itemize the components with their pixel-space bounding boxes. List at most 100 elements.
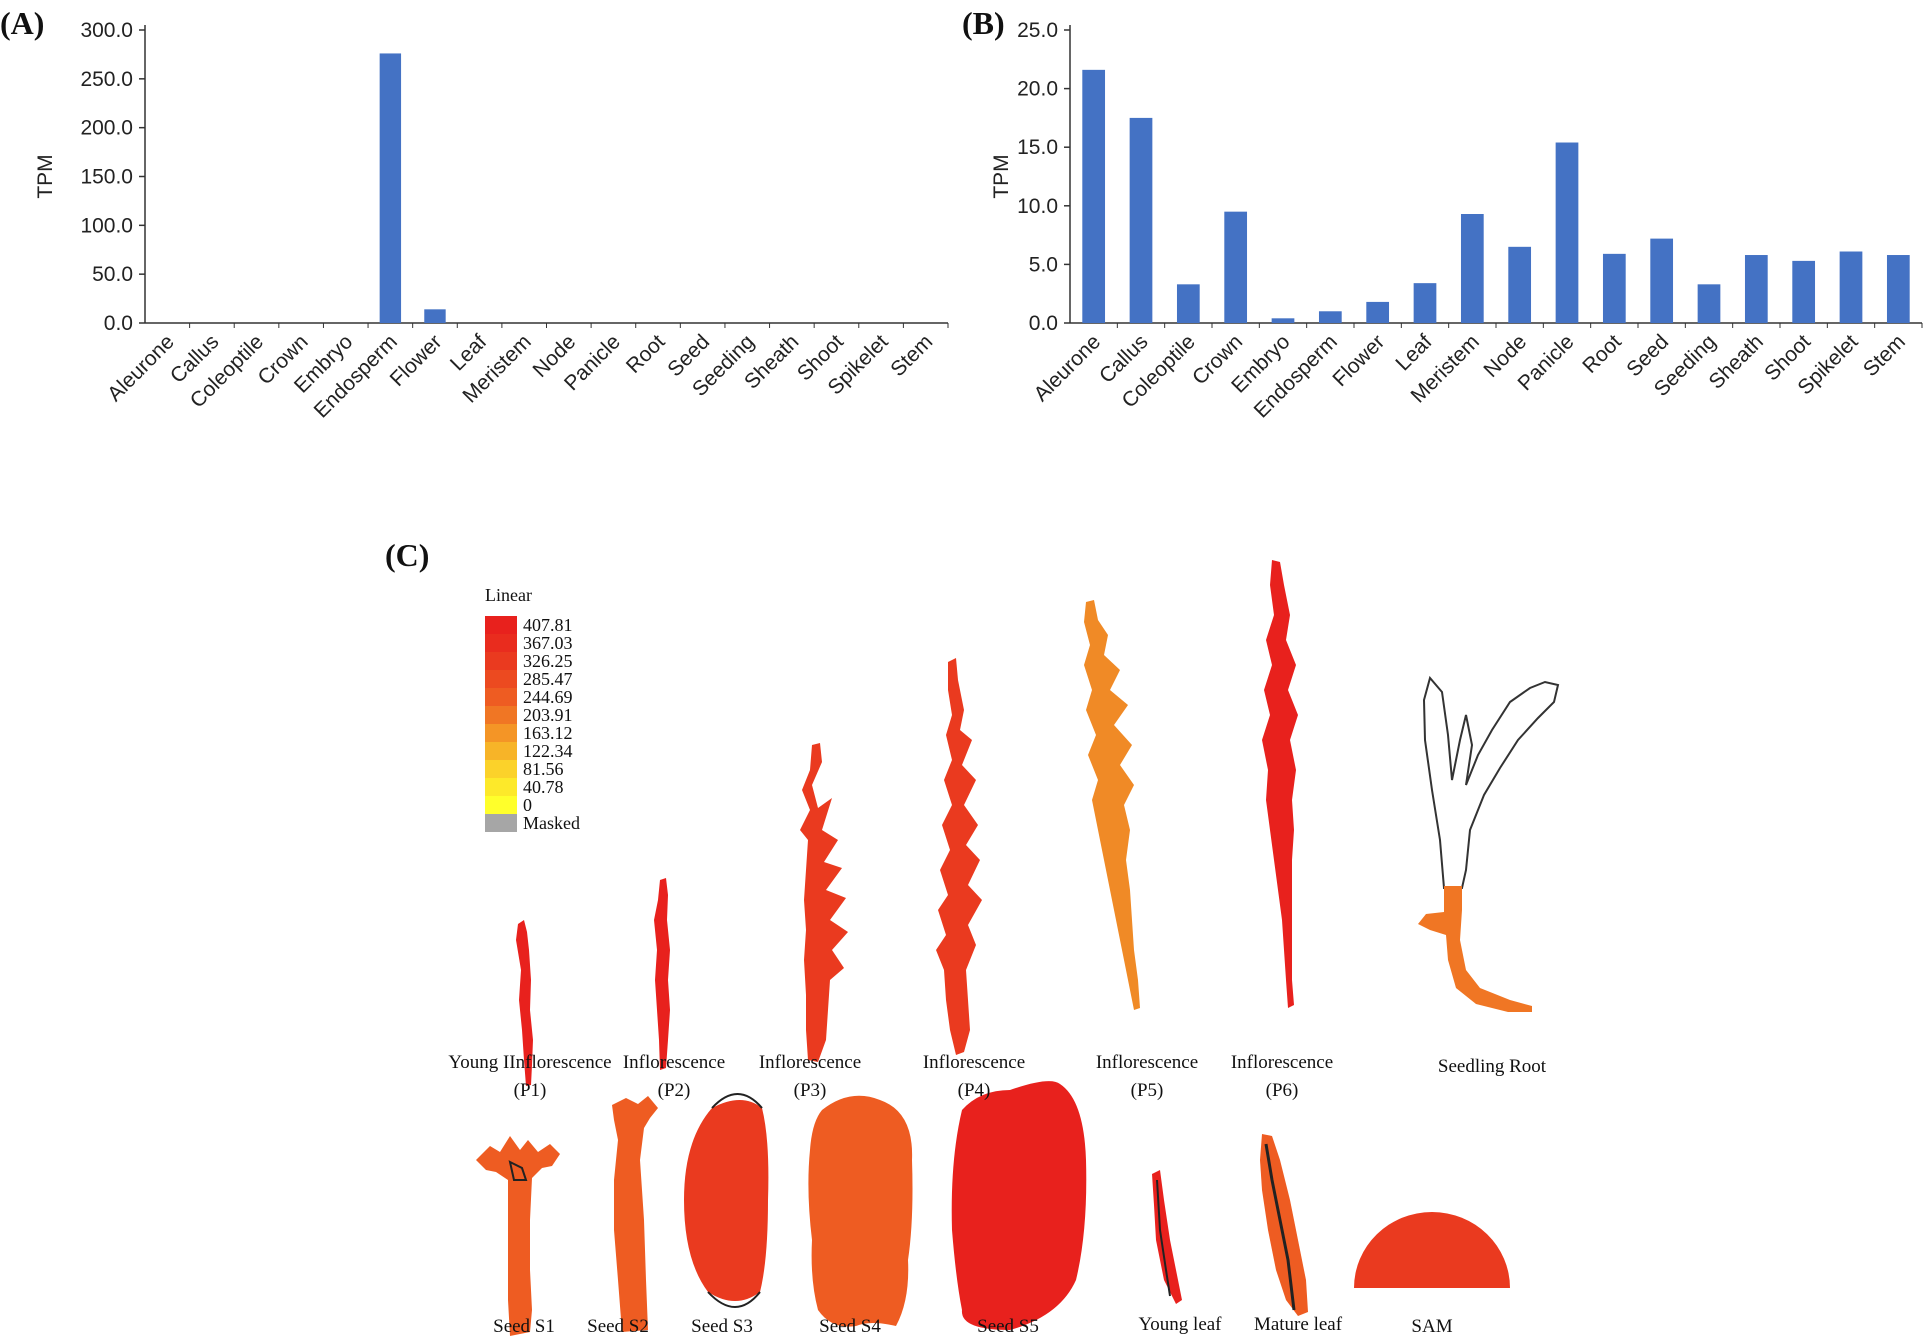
- bar-panicle: [1555, 142, 1579, 323]
- y-tick-label: 250.0: [80, 68, 133, 91]
- organ-inflorescence-p2: [654, 878, 670, 1070]
- label-p1-stage: (P1): [514, 1080, 547, 1101]
- label-p6-stage: (P6): [1266, 1080, 1299, 1101]
- label-p2-name: Inflorescence: [623, 1052, 725, 1073]
- y-tick-label: 15.0: [1017, 136, 1058, 159]
- legend-label: Masked: [523, 813, 580, 833]
- organ-inflorescence-p4: [936, 658, 982, 1055]
- label-seed-s1: Seed S1: [493, 1316, 555, 1337]
- seed-s3-outline-top: [711, 1093, 763, 1109]
- organ-inflorescence-p5: [1084, 600, 1140, 1010]
- y-tick-label: 10.0: [1017, 195, 1058, 218]
- legend-swatch: [485, 814, 517, 832]
- chart-a: (A) 300.0 250.0 200.0 150.0 100.0 50.0 0.0 TPM A…: [0, 5, 949, 420]
- bar-seeding: [1697, 284, 1721, 323]
- bar-shoot: [1792, 260, 1816, 323]
- label-p6-name: Inflorescence: [1231, 1052, 1333, 1073]
- legend-swatch: [485, 796, 517, 814]
- legend-swatch: [485, 616, 517, 634]
- label-seed-s3: Seed S3: [691, 1316, 753, 1337]
- legend-label: 122.34: [523, 741, 573, 761]
- color-scale-legend: Linear 407.81367.03326.25285.47244.69203…: [485, 585, 580, 833]
- bar-leaf: [1413, 283, 1437, 323]
- seed-s4-shape: [808, 1095, 913, 1327]
- x-tick-label-stem: Stem: [1859, 330, 1910, 381]
- y-tick-label: 25.0: [1017, 19, 1058, 42]
- label-p1-name: Young IInflorescence: [448, 1052, 611, 1073]
- inflorescence-p4-shape: [936, 658, 982, 1055]
- bar-embryo: [1271, 318, 1295, 323]
- legend-label: 407.81: [523, 615, 573, 635]
- organ-seed-s5: [951, 1081, 1087, 1330]
- organ-inflorescence-p1: [516, 920, 533, 1086]
- bar-stem: [1886, 255, 1910, 323]
- organ-seed-s2: [612, 1096, 658, 1332]
- seedling-root-shape: [1418, 886, 1532, 1012]
- legend-swatch: [485, 778, 517, 796]
- seed-s3-outline-bottom: [707, 1291, 761, 1308]
- legend-swatch: [485, 760, 517, 778]
- y-tick-label: 150.0: [80, 166, 133, 189]
- seed-s1-outline-detail: [508, 1160, 528, 1181]
- label-seed-s5: Seed S5: [977, 1316, 1039, 1337]
- bar-endosperm: [379, 53, 402, 323]
- x-tick-label-aleurone: Aleurone: [103, 330, 179, 406]
- inflorescence-p6-shape: [1262, 560, 1298, 1008]
- panel-label-a: (A): [0, 5, 44, 41]
- x-tick-label-root: Root: [622, 330, 670, 378]
- label-sam: SAM: [1411, 1316, 1452, 1337]
- young-leaf-shape: [1152, 1170, 1182, 1304]
- organ-inflorescence-p3: [800, 743, 848, 1062]
- y-tick-label: 200.0: [80, 117, 133, 140]
- organ-seedling-root: [1418, 675, 1560, 1012]
- label-p4-name: Inflorescence: [923, 1052, 1025, 1073]
- organ-mature-leaf: [1260, 1134, 1308, 1316]
- legend-swatch: [485, 670, 517, 688]
- legend-swatch: [485, 724, 517, 742]
- organ-inflorescence-p6: [1262, 560, 1298, 1008]
- y-tick-label: 5.0: [1029, 253, 1058, 276]
- bar-flower: [1366, 301, 1390, 323]
- young-leaf-vein: [1156, 1179, 1171, 1297]
- legend-label: 0: [523, 795, 532, 815]
- legend-swatch: [485, 742, 517, 760]
- y-tick-label: 0.0: [104, 312, 133, 335]
- y-tick-label: 0.0: [1029, 312, 1058, 335]
- y-tick-label: 50.0: [92, 263, 133, 286]
- legend-label: 285.47: [523, 669, 573, 689]
- legend-label: 163.12: [523, 723, 573, 743]
- legend-label: 40.78: [523, 777, 564, 797]
- mature-leaf-vein: [1264, 1143, 1296, 1311]
- bar-meristem: [1460, 214, 1484, 323]
- bar-endosperm: [1318, 311, 1342, 323]
- label-p2-stage: (P2): [658, 1080, 691, 1101]
- legend-swatch: [485, 688, 517, 706]
- inflorescence-p5-shape: [1084, 600, 1140, 1010]
- label-seedling-root: Seedling Root: [1438, 1056, 1547, 1077]
- y-tick-label: 300.0: [80, 19, 133, 42]
- organ-seed-s4: [808, 1095, 913, 1327]
- label-young-leaf: Young leaf: [1138, 1314, 1222, 1335]
- bar-aleurone: [1082, 69, 1106, 324]
- organ-seed-s3: [684, 1093, 769, 1308]
- bar-flower: [424, 309, 446, 323]
- legend-swatch: [485, 634, 517, 652]
- legend-label: 367.03: [523, 633, 573, 653]
- bar-seed: [1650, 238, 1674, 323]
- panel-label-b: (B): [962, 5, 1005, 41]
- label-p4-stage: (P4): [958, 1080, 991, 1101]
- y-tick-label: 100.0: [80, 214, 133, 237]
- bar-root: [1602, 253, 1626, 323]
- inflorescence-p3-shape: [800, 743, 848, 1062]
- inflorescence-p2-shape: [654, 878, 670, 1070]
- sam-shape: [1354, 1212, 1510, 1288]
- x-tick-label-flower: Flower: [386, 330, 447, 391]
- label-p3-stage: (P3): [794, 1080, 827, 1101]
- seed-s1-shape: [476, 1136, 560, 1336]
- y-axis-title: TPM: [34, 154, 57, 198]
- organ-seed-s1: [476, 1136, 560, 1336]
- x-tick-label-root: Root: [1578, 330, 1626, 378]
- legend-label: 203.91: [523, 705, 573, 725]
- label-p5-name: Inflorescence: [1096, 1052, 1198, 1073]
- label-p5-stage: (P5): [1131, 1080, 1164, 1101]
